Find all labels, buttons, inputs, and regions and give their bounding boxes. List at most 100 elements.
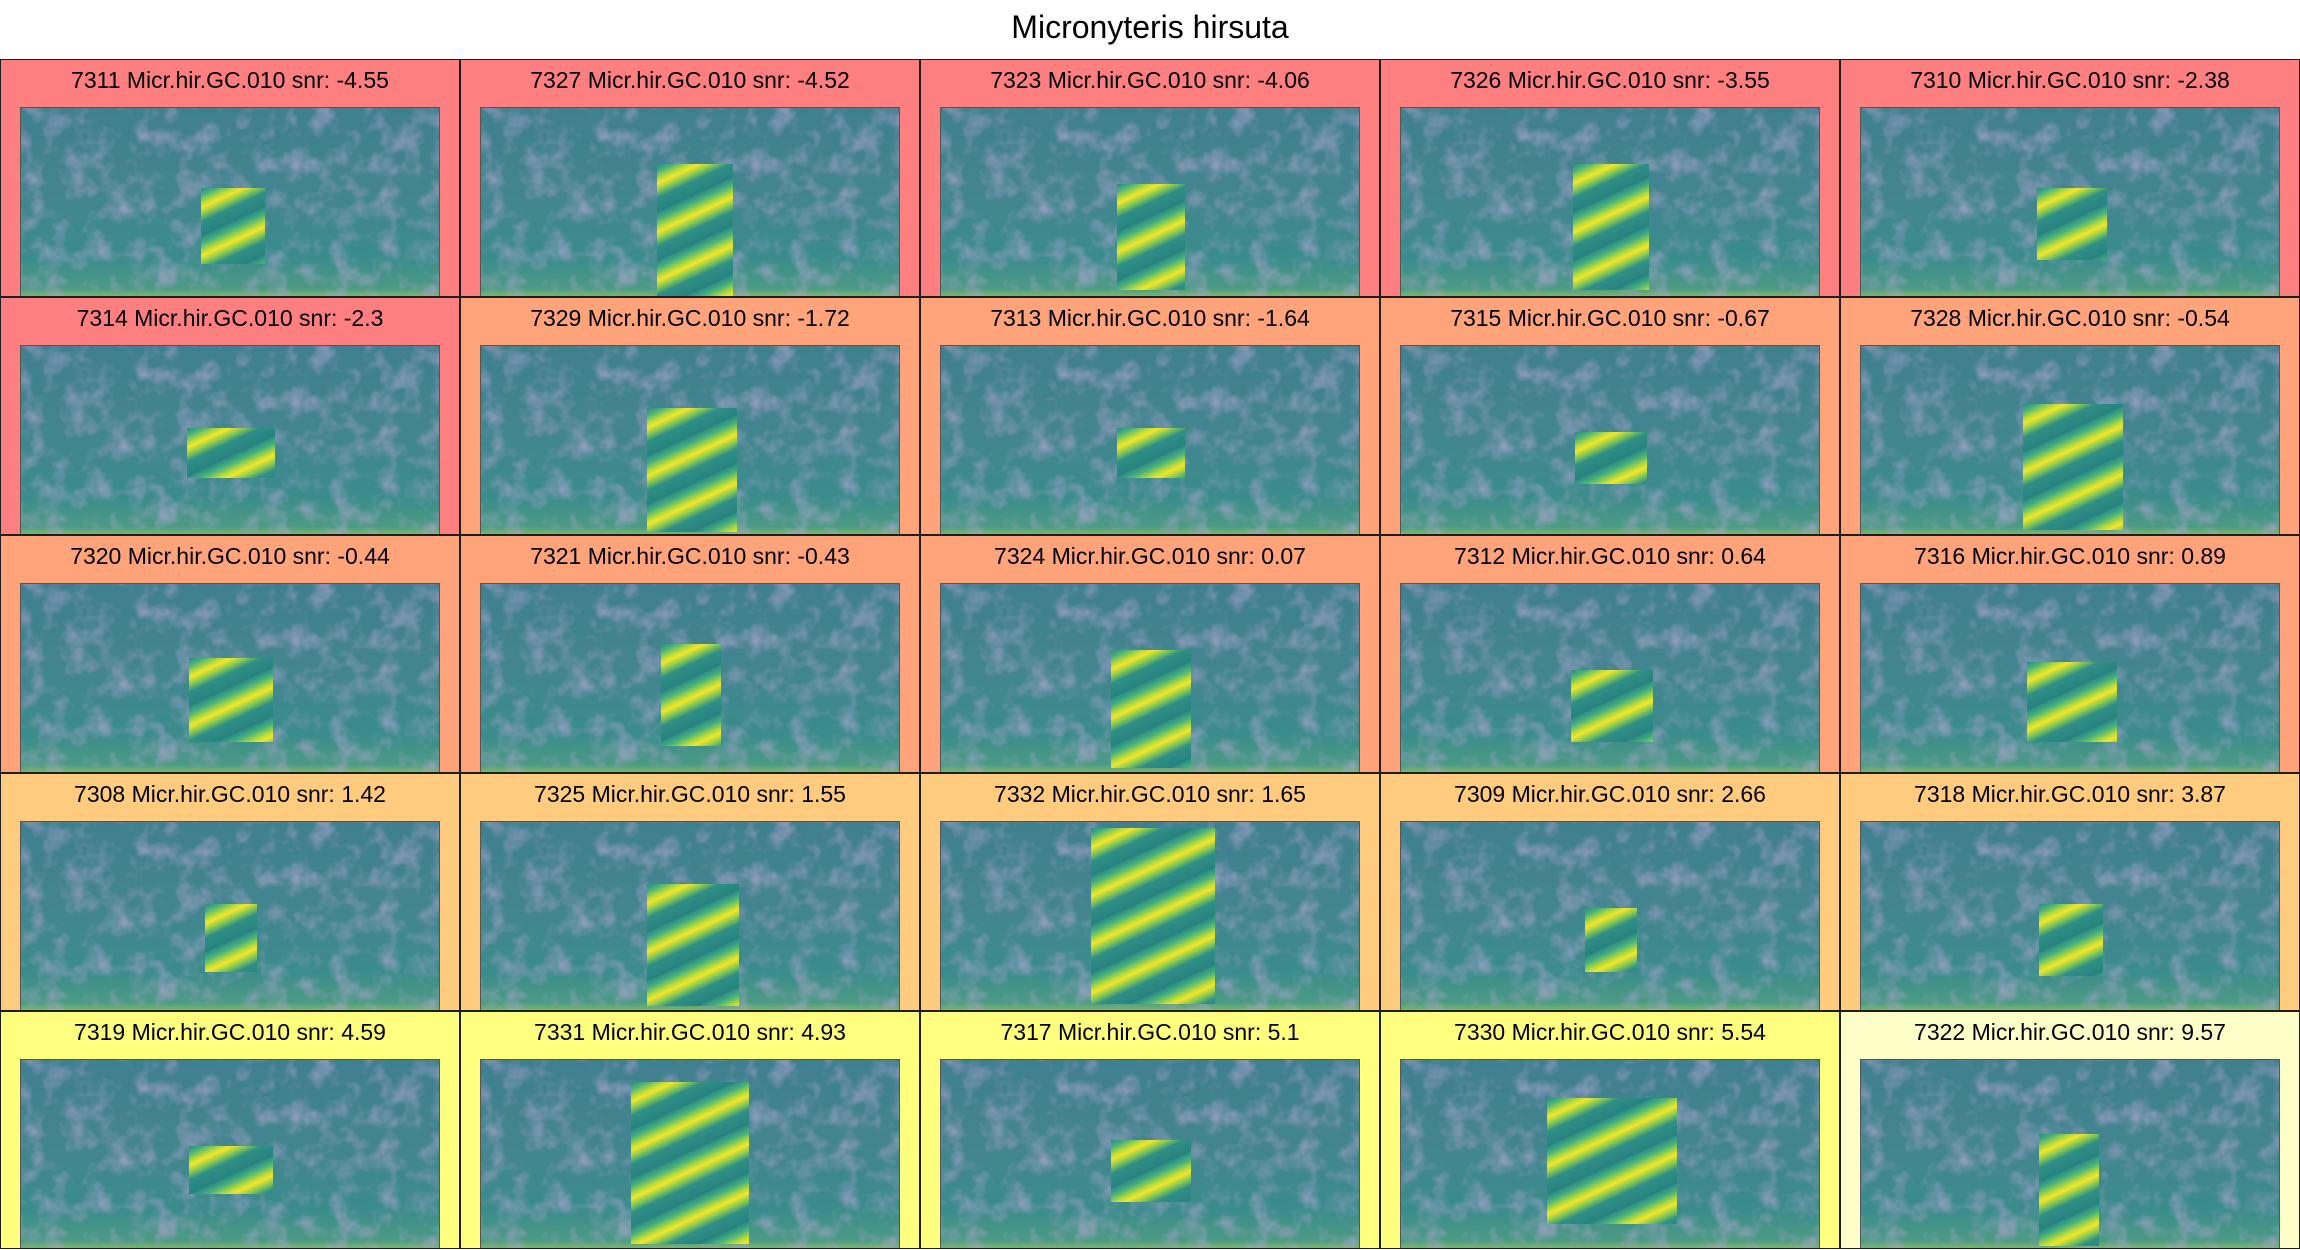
panel-title: 7329 Micr.hir.GC.010 snr: -1.72 <box>530 305 850 331</box>
call-detection-box <box>1111 1140 1191 1202</box>
call-detection-box <box>189 658 273 742</box>
call-detection-box <box>1571 670 1653 742</box>
panel-title: 7308 Micr.hir.GC.010 snr: 1.42 <box>74 781 386 807</box>
call-detection-box <box>1117 428 1185 478</box>
panel-title: 7321 Micr.hir.GC.010 snr: -0.43 <box>530 543 850 569</box>
panel-7325: 7325 Micr.hir.GC.010 snr: 1.55 <box>460 773 920 1011</box>
spectrogram-image <box>480 345 900 534</box>
panel-title: 7314 Micr.hir.GC.010 snr: -2.3 <box>76 305 384 331</box>
call-detection-box <box>1547 1098 1677 1224</box>
call-detection-box <box>661 644 721 746</box>
spectrogram-image <box>480 821 900 1010</box>
panel-title: 7330 Micr.hir.GC.010 snr: 5.54 <box>1454 1019 1766 1045</box>
spectrogram-image <box>1860 583 2280 772</box>
call-detection-box <box>201 188 265 264</box>
spectrogram-image <box>940 345 1360 534</box>
panel-7326: 7326 Micr.hir.GC.010 snr: -3.55 <box>1380 59 1840 297</box>
page-title: Micronyteris hirsuta <box>1011 9 1289 45</box>
panel-7332: 7332 Micr.hir.GC.010 snr: 1.65 <box>920 773 1380 1011</box>
spectrogram-image <box>1400 1059 1820 1248</box>
panel-title: 7310 Micr.hir.GC.010 snr: -2.38 <box>1910 67 2230 93</box>
call-detection-box <box>1575 432 1647 484</box>
panel-7315: 7315 Micr.hir.GC.010 snr: -0.67 <box>1380 297 1840 535</box>
panel-7331: 7331 Micr.hir.GC.010 snr: 4.93 <box>460 1011 920 1249</box>
spectrogram-image <box>1400 583 1820 772</box>
panel-7309: 7309 Micr.hir.GC.010 snr: 2.66 <box>1380 773 1840 1011</box>
spectrogram-image <box>20 345 440 534</box>
spectrogram-image <box>1400 107 1820 296</box>
call-detection-box <box>2027 662 2117 742</box>
panel-7316: 7316 Micr.hir.GC.010 snr: 0.89 <box>1840 535 2300 773</box>
panel-title: 7315 Micr.hir.GC.010 snr: -0.67 <box>1450 305 1770 331</box>
panel-title: 7325 Micr.hir.GC.010 snr: 1.55 <box>534 781 846 807</box>
panel-title: 7332 Micr.hir.GC.010 snr: 1.65 <box>994 781 1306 807</box>
panel-title: 7309 Micr.hir.GC.010 snr: 2.66 <box>1454 781 1766 807</box>
call-detection-box <box>1091 828 1215 1004</box>
spectrogram-image <box>480 583 900 772</box>
spectrogram-image <box>1860 107 2280 296</box>
panel-7314: 7314 Micr.hir.GC.010 snr: -2.3 <box>0 297 460 535</box>
spectrogram-image <box>940 107 1360 296</box>
panel-7318: 7318 Micr.hir.GC.010 snr: 3.87 <box>1840 773 2300 1011</box>
spectrogram-image <box>480 107 900 296</box>
call-detection-box <box>1117 184 1185 290</box>
panel-7323: 7323 Micr.hir.GC.010 snr: -4.06 <box>920 59 1380 297</box>
panel-title: 7328 Micr.hir.GC.010 snr: -0.54 <box>1910 305 2230 331</box>
panel-7328: 7328 Micr.hir.GC.010 snr: -0.54 <box>1840 297 2300 535</box>
panel-7324: 7324 Micr.hir.GC.010 snr: 0.07 <box>920 535 1380 773</box>
panel-7329: 7329 Micr.hir.GC.010 snr: -1.72 <box>460 297 920 535</box>
call-detection-box <box>647 884 739 1006</box>
panel-title: 7316 Micr.hir.GC.010 snr: 0.89 <box>1914 543 2226 569</box>
call-detection-box <box>647 408 737 532</box>
call-detection-box <box>2023 404 2123 530</box>
panel-7319: 7319 Micr.hir.GC.010 snr: 4.59 <box>0 1011 460 1249</box>
panel-title: 7312 Micr.hir.GC.010 snr: 0.64 <box>1454 543 1766 569</box>
panel-7312: 7312 Micr.hir.GC.010 snr: 0.64 <box>1380 535 1840 773</box>
panel-title: 7319 Micr.hir.GC.010 snr: 4.59 <box>74 1019 386 1045</box>
panel-title: 7318 Micr.hir.GC.010 snr: 3.87 <box>1914 781 2226 807</box>
panel-7317: 7317 Micr.hir.GC.010 snr: 5.1 <box>920 1011 1380 1249</box>
panel-7320: 7320 Micr.hir.GC.010 snr: -0.44 <box>0 535 460 773</box>
spectrogram-image <box>20 107 440 296</box>
panel-7310: 7310 Micr.hir.GC.010 snr: -2.38 <box>1840 59 2300 297</box>
spectrogram-image <box>480 1059 900 1248</box>
panel-title: 7320 Micr.hir.GC.010 snr: -0.44 <box>70 543 390 569</box>
panel-title: 7324 Micr.hir.GC.010 snr: 0.07 <box>994 543 1306 569</box>
spectrogram-image <box>940 821 1360 1010</box>
panel-title: 7313 Micr.hir.GC.010 snr: -1.64 <box>990 305 1310 331</box>
spectrogram-image <box>1860 345 2280 534</box>
call-detection-box <box>1585 908 1637 972</box>
panel-7322: 7322 Micr.hir.GC.010 snr: 9.57 <box>1840 1011 2300 1249</box>
panel-title: 7331 Micr.hir.GC.010 snr: 4.93 <box>534 1019 846 1045</box>
spectrogram-image <box>1400 821 1820 1010</box>
panel-title: 7322 Micr.hir.GC.010 snr: 9.57 <box>1914 1019 2226 1045</box>
spectrogram-image <box>20 1059 440 1248</box>
panel-title: 7327 Micr.hir.GC.010 snr: -4.52 <box>530 67 850 93</box>
spectrogram-image <box>1860 1059 2280 1248</box>
call-detection-box <box>189 1146 273 1194</box>
call-detection-box <box>187 428 275 478</box>
panel-7313: 7313 Micr.hir.GC.010 snr: -1.64 <box>920 297 1380 535</box>
panel-title: 7326 Micr.hir.GC.010 snr: -3.55 <box>1450 67 1770 93</box>
call-detection-box <box>1573 164 1649 290</box>
panel-title: 7323 Micr.hir.GC.010 snr: -4.06 <box>990 67 1310 93</box>
panel-7327: 7327 Micr.hir.GC.010 snr: -4.52 <box>460 59 920 297</box>
spectrogram-image <box>20 583 440 772</box>
call-detection-box <box>2039 1134 2099 1246</box>
spectrogram-image <box>1860 821 2280 1010</box>
panel-7311: 7311 Micr.hir.GC.010 snr: -4.55 <box>0 59 460 297</box>
spectrogram-grid: 7311 Micr.hir.GC.010 snr: -4.55 7327 Micr… <box>0 59 2300 1249</box>
call-detection-box <box>2037 188 2107 260</box>
spectrogram-image <box>940 583 1360 772</box>
call-detection-box <box>657 164 733 296</box>
panel-title: 7317 Micr.hir.GC.010 snr: 5.1 <box>1000 1019 1300 1045</box>
call-detection-box <box>631 1082 749 1244</box>
panel-title: 7311 Micr.hir.GC.010 snr: -4.55 <box>71 67 389 93</box>
call-detection-box <box>1111 650 1191 768</box>
panel-7321: 7321 Micr.hir.GC.010 snr: -0.43 <box>460 535 920 773</box>
call-detection-box <box>205 904 257 972</box>
panel-7330: 7330 Micr.hir.GC.010 snr: 5.54 <box>1380 1011 1840 1249</box>
spectrogram-image <box>940 1059 1360 1248</box>
call-detection-box <box>2039 904 2103 976</box>
spectrogram-image <box>1400 345 1820 534</box>
